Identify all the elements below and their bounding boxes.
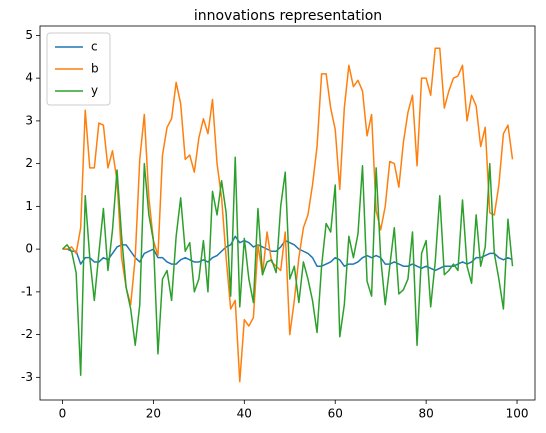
x-tick-label: 0: [59, 407, 67, 421]
chart-title: innovations representation: [194, 8, 382, 24]
x-tick-label: 80: [418, 407, 433, 421]
line-series: [62, 47, 514, 383]
legend-label: c: [91, 40, 98, 54]
line-series: [61, 156, 514, 376]
x-tick-label: 40: [237, 407, 252, 421]
y-tick-label: 1: [25, 199, 33, 213]
x-tick-label: 20: [146, 407, 161, 421]
y-tick-label: 2: [25, 156, 33, 170]
y-tick-label: 3: [25, 113, 33, 127]
x-tick-label: 100: [506, 407, 529, 421]
legend-label: y: [91, 84, 98, 98]
y-tick-label: 4: [25, 71, 33, 85]
y-tick-label: 5: [25, 28, 33, 42]
y-tick-label: -3: [21, 370, 33, 384]
x-tick-label: 60: [328, 407, 343, 421]
legend-label: b: [91, 62, 99, 76]
y-tick-label: 0: [25, 242, 33, 256]
plot-area: [39, 25, 536, 401]
y-tick-label: -2: [21, 327, 33, 341]
y-tick-label: -1: [21, 284, 33, 298]
